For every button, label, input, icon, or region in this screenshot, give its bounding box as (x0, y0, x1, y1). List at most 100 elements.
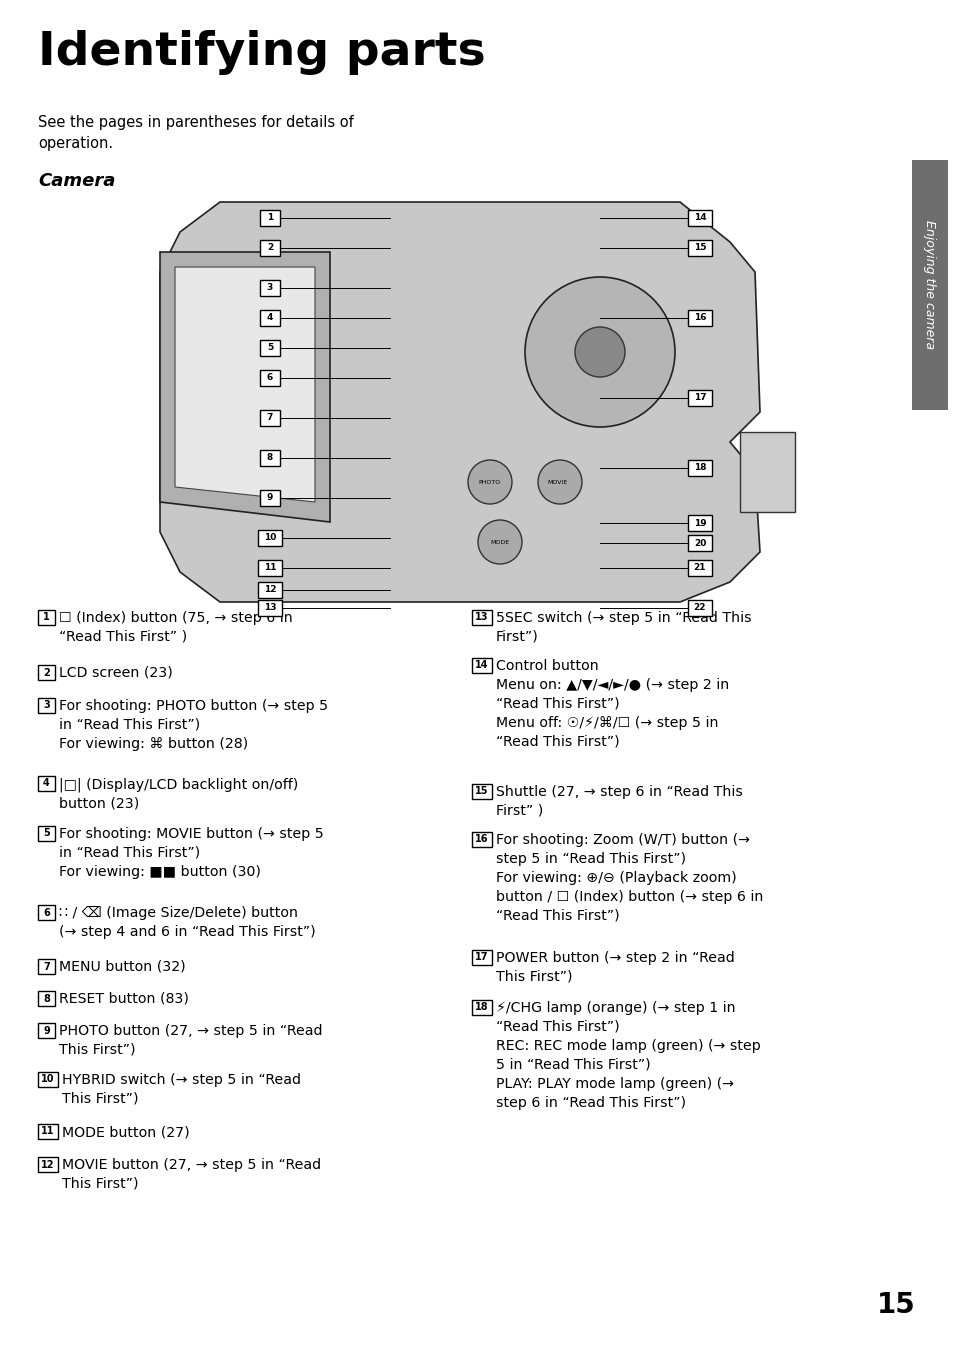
Text: 16: 16 (693, 313, 705, 323)
Text: 3: 3 (267, 284, 273, 293)
Text: ☐ (Index) button (75, → step 6 in
“Read This First” ): ☐ (Index) button (75, → step 6 in “Read … (59, 611, 293, 645)
Text: 16: 16 (475, 835, 488, 844)
Text: MOVIE: MOVIE (547, 479, 568, 484)
Text: 5: 5 (267, 343, 273, 353)
Text: 11: 11 (41, 1126, 54, 1137)
Text: 22: 22 (693, 604, 705, 612)
Bar (260, 240, 280, 256)
Bar (38, 1023, 55, 1038)
Bar (687, 240, 711, 256)
Text: Control button
Menu on: ▲/▼/◄/►/● (→ step 2 in
“Read This First”)
Menu off: ☉/⚡/: Control button Menu on: ▲/▼/◄/►/● (→ ste… (496, 660, 728, 749)
Text: 18: 18 (693, 464, 705, 472)
Polygon shape (160, 252, 330, 522)
Bar (257, 560, 282, 575)
Bar (38, 991, 55, 1006)
Text: HYBRID switch (→ step 5 in “Read
This First”): HYBRID switch (→ step 5 in “Read This Fi… (62, 1073, 301, 1106)
Text: 5SEC switch (→ step 5 in “Read This
First”): 5SEC switch (→ step 5 in “Read This Firs… (496, 611, 751, 645)
Bar (257, 600, 282, 616)
Text: 6: 6 (43, 908, 50, 917)
Circle shape (524, 277, 675, 427)
Bar (260, 210, 280, 227)
Text: 12: 12 (263, 585, 276, 594)
Bar (740, 432, 794, 512)
Text: For shooting: Zoom (W/T) button (→
step 5 in “Read This First”)
For viewing: ⊕/⊖: For shooting: Zoom (W/T) button (→ step … (496, 833, 762, 923)
Text: Enjoying the camera: Enjoying the camera (923, 220, 936, 350)
Bar (260, 309, 280, 326)
Text: MOVIE button (27, → step 5 in “Read
This First”): MOVIE button (27, → step 5 in “Read This… (62, 1158, 321, 1191)
Text: 21: 21 (693, 563, 705, 573)
Text: For shooting: PHOTO button (→ step 5
in “Read This First”)
For viewing: ⌘ button: For shooting: PHOTO button (→ step 5 in … (59, 699, 328, 750)
Bar (38, 1158, 58, 1172)
Bar (472, 658, 492, 673)
Text: 17: 17 (475, 953, 488, 962)
Text: ⚡/CHG lamp (orange) (→ step 1 in
“Read This First”)
REC: REC mode lamp (green) (: ⚡/CHG lamp (orange) (→ step 1 in “Read T… (496, 1001, 760, 1110)
Text: 1: 1 (43, 612, 50, 623)
Text: 9: 9 (267, 494, 273, 502)
Text: 19: 19 (693, 518, 705, 528)
Text: 17: 17 (693, 394, 705, 403)
Text: PHOTO button (27, → step 5 in “Read
This First”): PHOTO button (27, → step 5 in “Read This… (59, 1025, 322, 1057)
Text: PHOTO: PHOTO (478, 479, 500, 484)
Text: 7: 7 (43, 962, 50, 972)
Text: Camera: Camera (38, 172, 115, 190)
Bar (260, 451, 280, 465)
Text: 4: 4 (267, 313, 273, 323)
Circle shape (575, 327, 624, 377)
Text: 13: 13 (263, 604, 276, 612)
Bar (38, 1072, 58, 1087)
Text: For shooting: MOVIE button (→ step 5
in “Read This First”)
For viewing: ■■ butto: For shooting: MOVIE button (→ step 5 in … (59, 826, 323, 879)
Bar (472, 611, 492, 626)
Bar (260, 410, 280, 426)
Bar (687, 309, 711, 326)
Bar (38, 905, 55, 920)
Text: 3: 3 (43, 700, 50, 711)
Text: MENU button (32): MENU button (32) (59, 959, 186, 974)
Bar (38, 776, 55, 791)
Text: LCD screen (23): LCD screen (23) (59, 666, 172, 680)
Bar (38, 611, 55, 626)
Text: 4: 4 (43, 779, 50, 788)
Text: 8: 8 (267, 453, 273, 463)
Text: 15: 15 (693, 243, 705, 252)
Circle shape (468, 460, 512, 503)
Text: 13: 13 (475, 612, 488, 623)
Text: MODE: MODE (490, 540, 509, 544)
Text: 15: 15 (877, 1291, 915, 1319)
Text: 2: 2 (267, 243, 273, 252)
Text: 10: 10 (264, 533, 276, 543)
Text: 8: 8 (43, 993, 50, 1003)
Text: 2: 2 (43, 668, 50, 677)
Bar (260, 490, 280, 506)
Text: 7: 7 (267, 414, 273, 422)
Text: POWER button (→ step 2 in “Read
This First”): POWER button (→ step 2 in “Read This Fir… (496, 951, 734, 984)
Bar (260, 370, 280, 385)
Text: 5: 5 (43, 829, 50, 839)
Circle shape (477, 520, 521, 565)
Bar (687, 600, 711, 616)
Text: 12: 12 (41, 1159, 54, 1170)
Bar (687, 560, 711, 575)
Bar (472, 950, 492, 965)
Polygon shape (174, 267, 314, 502)
Text: 1: 1 (267, 213, 273, 223)
Bar (687, 460, 711, 476)
Text: 10: 10 (41, 1075, 54, 1084)
Bar (472, 784, 492, 799)
Bar (260, 280, 280, 296)
Bar (260, 341, 280, 356)
Text: RESET button (83): RESET button (83) (59, 992, 189, 1006)
Bar (257, 531, 282, 546)
Text: See the pages in parentheses for details of
operation.: See the pages in parentheses for details… (38, 115, 354, 151)
Text: 20: 20 (693, 539, 705, 547)
Text: MODE button (27): MODE button (27) (62, 1125, 190, 1139)
Bar (687, 210, 711, 227)
Bar (38, 959, 55, 974)
Text: Identifying parts: Identifying parts (38, 30, 485, 75)
Text: 9: 9 (43, 1026, 50, 1035)
Bar (38, 697, 55, 712)
Bar (911, 160, 947, 410)
Text: |□| (Display/LCD backlight on/off)
button (23): |□| (Display/LCD backlight on/off) butto… (59, 778, 298, 810)
Text: 6: 6 (267, 373, 273, 383)
Bar (38, 1124, 58, 1139)
Text: ∷ / ⌫ (Image Size/Delete) button
(→ step 4 and 6 in “Read This First”): ∷ / ⌫ (Image Size/Delete) button (→ step… (59, 906, 315, 939)
